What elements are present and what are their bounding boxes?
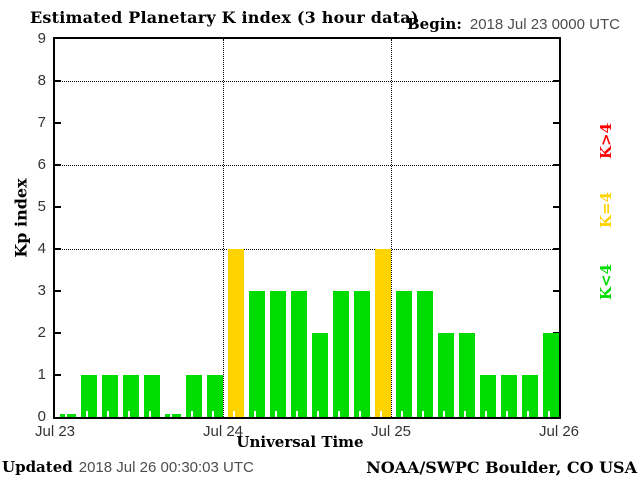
y-tick-label: 9	[37, 30, 46, 47]
y-axis-tick	[553, 164, 559, 166]
y-axis-tick	[55, 248, 61, 250]
interval-tick	[422, 411, 424, 417]
kp-bar	[354, 291, 370, 417]
kp-bar	[81, 375, 97, 417]
y-axis-tick	[55, 122, 61, 124]
y-tick-label: 2	[37, 324, 46, 341]
kp-bar	[438, 333, 454, 417]
plot-area	[53, 37, 561, 419]
kp-bar	[186, 375, 202, 417]
y-axis-tick	[55, 206, 61, 208]
kp-bar	[144, 375, 160, 417]
gridline-k4	[55, 249, 559, 250]
y-axis-tick	[55, 80, 61, 82]
kp-bar	[291, 291, 307, 417]
chart-title: Estimated Planetary K index (3 hour data…	[30, 8, 419, 27]
gridline-k6	[55, 165, 559, 166]
kp-bar	[501, 375, 517, 417]
kp-bar	[522, 375, 538, 417]
interval-tick	[443, 411, 445, 417]
gridline-jul-24	[223, 39, 224, 417]
updated-label: Updated	[2, 458, 73, 476]
kp-bar	[543, 333, 559, 417]
interval-tick	[548, 411, 550, 417]
interval-tick	[527, 411, 529, 417]
kp-bar	[270, 291, 286, 417]
gridline-k8	[55, 81, 559, 82]
kp-bar	[228, 249, 244, 417]
y-axis-tick	[553, 290, 559, 292]
interval-tick	[128, 411, 130, 417]
y-tick-label: 6	[37, 156, 46, 173]
legend-k-gt-4: K>4	[597, 122, 615, 160]
gridline-jul-25	[391, 39, 392, 417]
begin-value: 2018 Jul 23 0000 UTC	[469, 16, 620, 33]
updated-timestamp: Updated 2018 Jul 26 00:30:03 UTC	[2, 458, 254, 476]
interval-tick	[464, 411, 466, 417]
kp-bar	[165, 414, 181, 417]
interval-tick	[506, 411, 508, 417]
interval-tick	[296, 411, 298, 417]
interval-tick	[86, 411, 88, 417]
y-axis-tick	[55, 290, 61, 292]
y-tick-label: 4	[37, 240, 46, 257]
legend-k-lt-4: K<4	[597, 263, 615, 301]
x-tick-label: Jul 24	[202, 423, 244, 440]
interval-tick	[254, 411, 256, 417]
y-axis-tick	[553, 206, 559, 208]
kp-bar	[375, 249, 391, 417]
interval-tick	[485, 411, 487, 417]
legend-k-eq-4: K=4	[597, 191, 615, 229]
y-axis-tick	[55, 332, 61, 334]
kp-bar	[480, 375, 496, 417]
x-axis-title: Universal Time	[236, 433, 364, 451]
y-tick-label: 8	[37, 72, 46, 89]
y-axis-tick	[55, 374, 61, 376]
y-axis-tick	[553, 122, 559, 124]
interval-tick	[401, 411, 403, 417]
x-tick-label: Jul 23	[34, 423, 76, 440]
interval-tick	[149, 411, 151, 417]
interval-tick	[191, 411, 193, 417]
interval-tick	[380, 411, 382, 417]
kp-bar	[396, 291, 412, 417]
interval-tick	[275, 411, 277, 417]
y-tick-label: 7	[37, 114, 46, 131]
interval-tick	[359, 411, 361, 417]
interval-tick	[233, 411, 235, 417]
kp-bar	[417, 291, 433, 417]
y-tick-label: 1	[37, 366, 46, 383]
begin-timestamp: Begin: 2018 Jul 23 0000 UTC	[407, 15, 620, 33]
kp-bar	[312, 333, 328, 417]
y-axis-tick	[553, 248, 559, 250]
kp-bar	[249, 291, 265, 417]
kp-bar	[123, 375, 139, 417]
kp-bar	[333, 291, 349, 417]
kp-bar	[102, 375, 118, 417]
kp-bar	[207, 375, 223, 417]
interval-tick	[65, 411, 67, 417]
begin-label: Begin:	[407, 15, 462, 33]
y-axis-tick	[55, 164, 61, 166]
y-tick-label: 3	[37, 282, 46, 299]
interval-tick	[107, 411, 109, 417]
credit-text: NOAA/SWPC Boulder, CO USA	[366, 458, 637, 477]
interval-tick	[317, 411, 319, 417]
kp-bar	[459, 333, 475, 417]
interval-tick	[212, 411, 214, 417]
interval-tick	[170, 411, 172, 417]
y-tick-label: 5	[37, 198, 46, 215]
kp-bar	[60, 414, 76, 417]
interval-tick	[338, 411, 340, 417]
y-tick-label: 0	[37, 408, 46, 425]
x-tick-label: Jul 25	[370, 423, 412, 440]
x-tick-label: Jul 26	[538, 423, 580, 440]
y-axis-tick	[553, 80, 559, 82]
updated-value: 2018 Jul 26 00:30:03 UTC	[78, 459, 254, 476]
